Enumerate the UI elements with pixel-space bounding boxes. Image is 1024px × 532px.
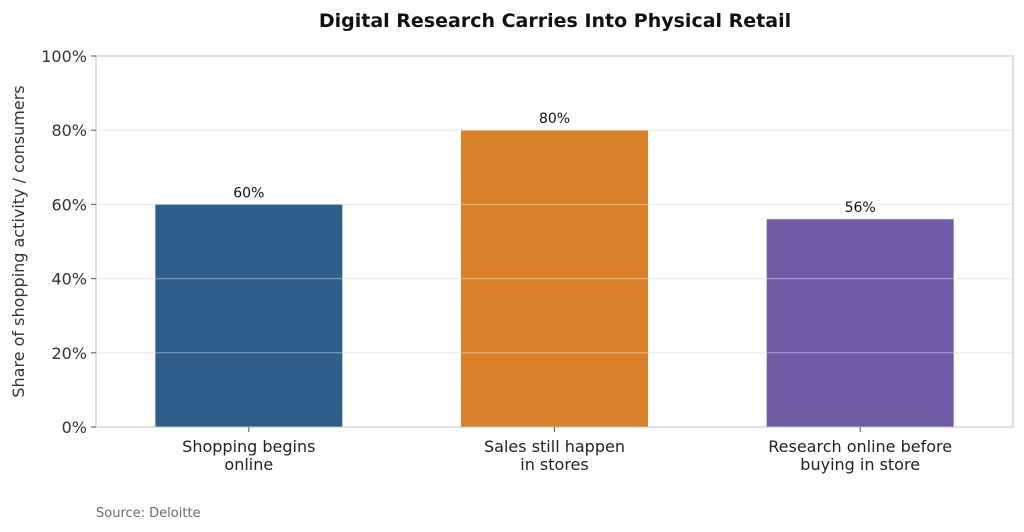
- data-label: 56%: [845, 200, 876, 216]
- y-axis-ticks: 0% 20% 40% 60% 80% 100%: [41, 47, 96, 437]
- x-tick-label: online: [224, 455, 273, 474]
- y-tick-label: 40%: [51, 270, 87, 289]
- x-tick-label: buying in store: [800, 455, 920, 474]
- x-tick-label: Research online before: [768, 437, 952, 456]
- gridlines-overlay: [96, 129, 1013, 354]
- y-tick-label: 100%: [41, 47, 87, 66]
- bar: [155, 204, 343, 427]
- data-label: 80%: [539, 111, 570, 127]
- y-axis-label: Share of shopping activity / consumers: [9, 85, 28, 397]
- x-tick-label: in stores: [520, 455, 588, 474]
- x-tick-label: Sales still happen: [484, 437, 625, 456]
- data-labels: 60% 80% 56%: [233, 111, 875, 216]
- y-tick-label: 20%: [51, 344, 87, 363]
- source-note: Source: Deloitte: [96, 506, 201, 521]
- y-tick-label: 60%: [51, 195, 87, 214]
- y-tick-label: 80%: [51, 121, 87, 140]
- bars: [155, 130, 954, 427]
- bar: [461, 130, 648, 427]
- y-tick-label: 0%: [62, 418, 87, 437]
- bar: [766, 219, 954, 427]
- chart-title: Digital Research Carries Into Physical R…: [319, 10, 791, 32]
- data-label: 60%: [233, 185, 264, 201]
- x-tick-label: Shopping begins: [182, 437, 315, 456]
